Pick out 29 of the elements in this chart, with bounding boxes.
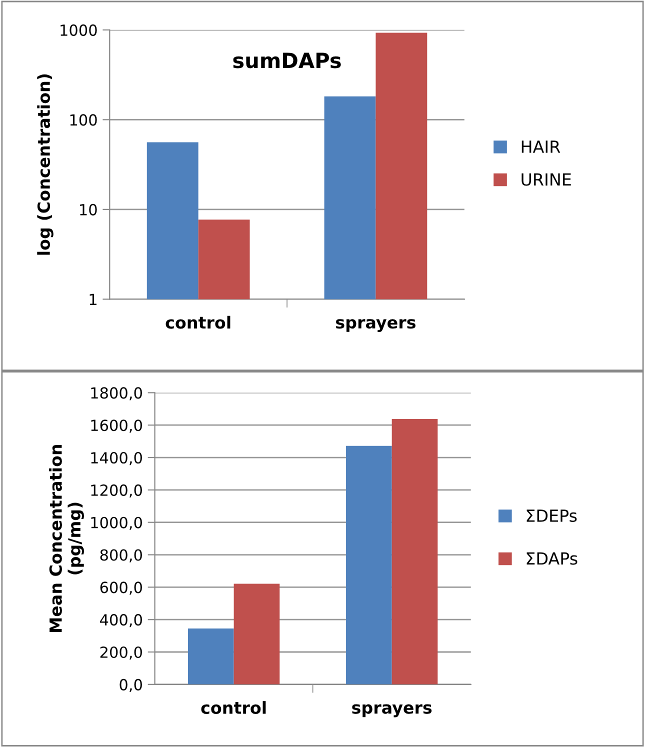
x-tick-label: control (201, 701, 266, 714)
y-tick-label: 1200,0 (91, 484, 142, 498)
y-tick-label: 1600,0 (91, 420, 142, 433)
bar (234, 584, 280, 684)
y-tick-label: 100 (70, 114, 97, 126)
y-tick-label: 1400,0 (91, 452, 142, 466)
x-tick-label: sprayers (352, 704, 432, 718)
legend-label: ΣDEPs (526, 510, 577, 522)
y-tick-label: 0,0 (120, 678, 142, 692)
legend-label: HAIR (522, 140, 560, 153)
y-tick-label: 1 (90, 294, 96, 306)
y-tick-label: 1000 (60, 24, 97, 36)
bar (188, 628, 234, 684)
legend-label: URINE (522, 173, 571, 186)
x-tick-label: control (166, 316, 230, 329)
y-tick-label: 1000,0 (91, 516, 142, 530)
legend-label: ΣDAPs (526, 552, 578, 565)
y-tick-label: 400,0 (100, 614, 142, 628)
y-tick-label: 1800,0 (91, 387, 142, 400)
bar (392, 418, 438, 684)
y-tick-label: 200,0 (100, 646, 142, 660)
y-tick-label: 800,0 (100, 549, 142, 562)
y-tick-label: 600,0 (100, 582, 142, 595)
x-tick-label: sprayers (336, 319, 416, 332)
y-tick-label: 10 (80, 204, 97, 216)
bar (346, 446, 392, 684)
y-axis-title: Mean Concentration (pg/mg) (49, 444, 84, 632)
y-axis-title: log (Concentration) (37, 74, 54, 255)
text: sumDAPs (233, 52, 341, 68)
